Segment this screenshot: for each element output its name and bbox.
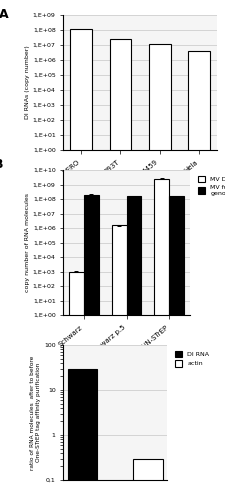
Y-axis label: DI RNAs (copy number): DI RNAs (copy number) <box>25 46 30 120</box>
Bar <box>126 196 141 500</box>
Bar <box>69 272 83 500</box>
Text: A: A <box>0 8 8 21</box>
Legend: MV DI-genome, MV full-length
genome: MV DI-genome, MV full-length genome <box>195 173 225 199</box>
Bar <box>154 178 169 500</box>
Legend: DI RNA, actin: DI RNA, actin <box>172 348 211 369</box>
Y-axis label: copy number of RNA molecules: copy number of RNA molecules <box>25 193 30 292</box>
Bar <box>68 368 97 500</box>
Bar <box>83 194 98 500</box>
Bar <box>70 29 92 500</box>
Y-axis label: ratio of RNA molecules  after to before
One-STrEP tag affinity purification: ratio of RNA molecules after to before O… <box>30 356 41 470</box>
Bar <box>169 196 183 500</box>
Bar <box>148 44 170 500</box>
Bar <box>187 51 209 500</box>
Text: B: B <box>0 158 3 172</box>
Bar <box>111 226 126 500</box>
Bar <box>109 39 131 500</box>
Bar <box>133 458 162 500</box>
